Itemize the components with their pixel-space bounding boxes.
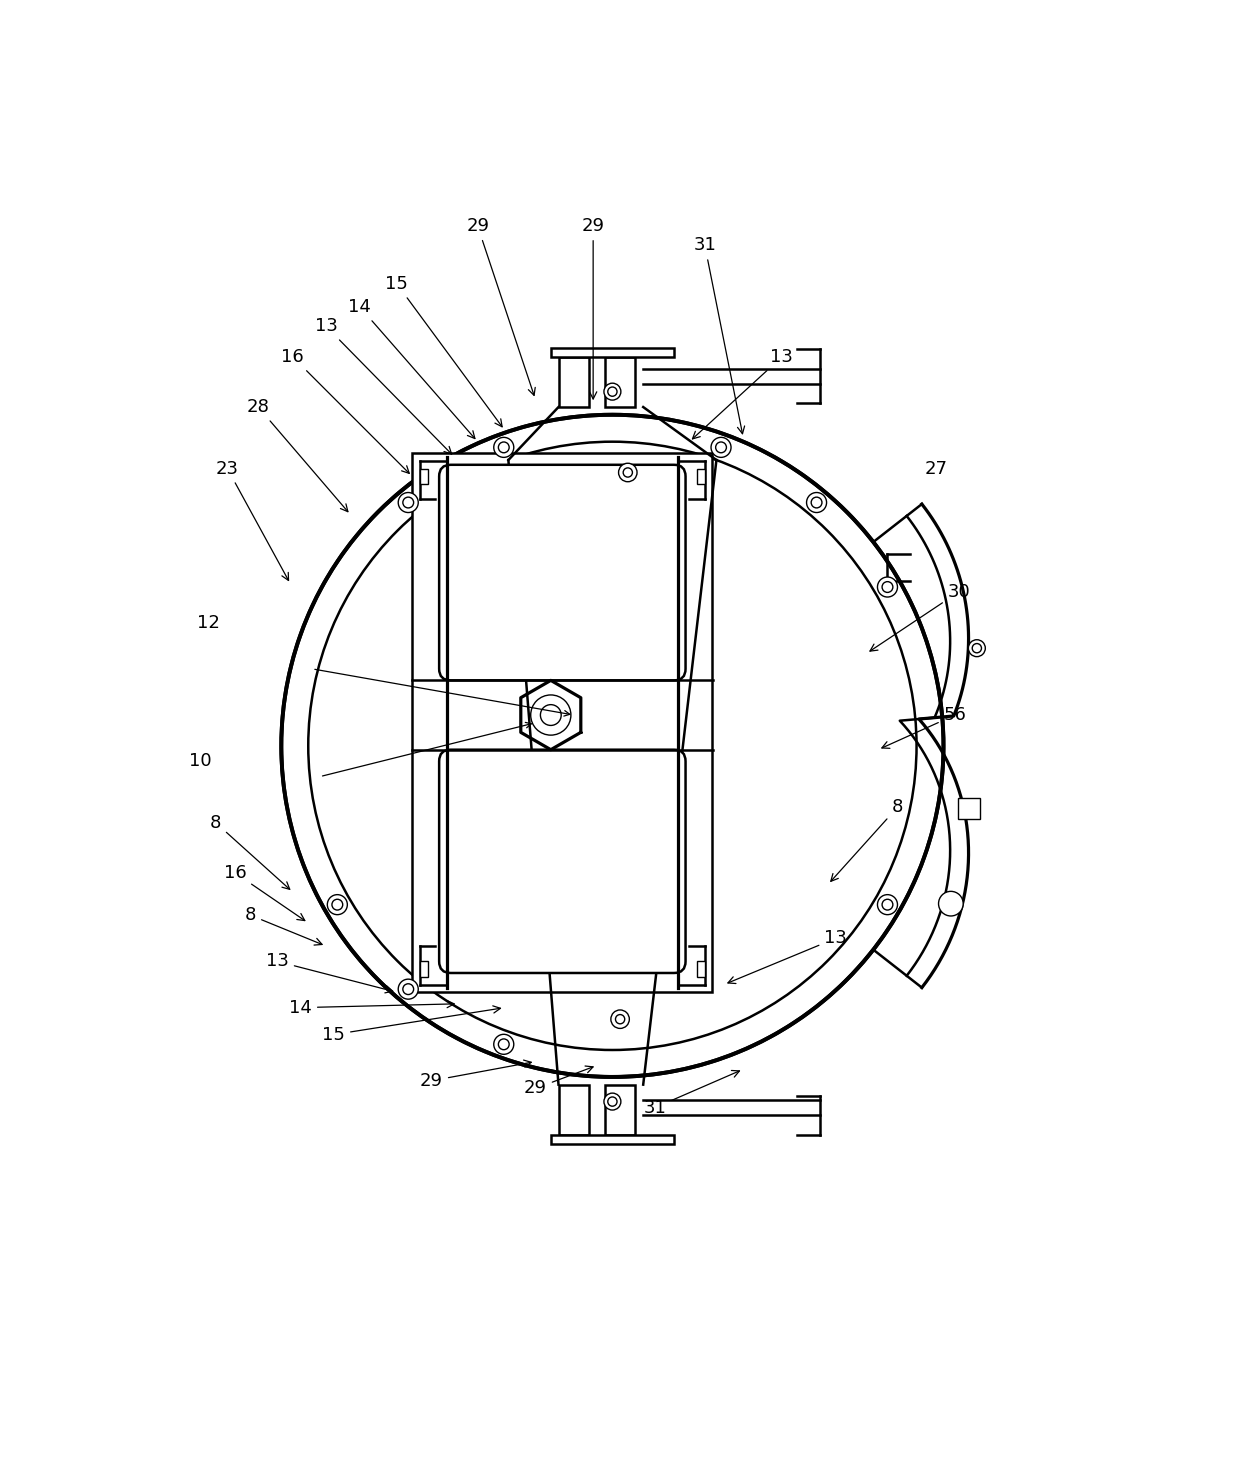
Circle shape xyxy=(604,1093,621,1111)
Circle shape xyxy=(332,899,342,910)
Circle shape xyxy=(498,1039,510,1050)
Circle shape xyxy=(281,415,944,1077)
Text: 14: 14 xyxy=(348,298,475,439)
Circle shape xyxy=(611,1009,630,1028)
Circle shape xyxy=(608,1097,618,1106)
Bar xyxy=(551,348,675,356)
Text: 12: 12 xyxy=(197,613,219,632)
Circle shape xyxy=(403,984,414,995)
Circle shape xyxy=(604,383,621,400)
Text: 10: 10 xyxy=(190,753,212,770)
FancyBboxPatch shape xyxy=(439,750,686,973)
FancyBboxPatch shape xyxy=(439,465,686,681)
Text: 13: 13 xyxy=(267,952,393,993)
Circle shape xyxy=(531,695,570,735)
Text: 28: 28 xyxy=(247,398,348,512)
Bar xyxy=(412,453,713,992)
Text: 23: 23 xyxy=(216,459,289,581)
Text: 30: 30 xyxy=(870,582,970,651)
Circle shape xyxy=(806,493,827,512)
Text: 27: 27 xyxy=(924,459,947,478)
Circle shape xyxy=(615,1015,625,1024)
Bar xyxy=(605,356,635,406)
Circle shape xyxy=(715,442,727,453)
Circle shape xyxy=(494,437,513,458)
Circle shape xyxy=(711,437,732,458)
Text: 14: 14 xyxy=(289,999,454,1017)
Bar xyxy=(558,356,589,406)
Circle shape xyxy=(811,497,822,508)
Text: 8: 8 xyxy=(210,814,290,889)
Text: 29: 29 xyxy=(582,217,605,399)
Text: 13: 13 xyxy=(315,317,451,455)
Circle shape xyxy=(624,468,632,477)
Text: 15: 15 xyxy=(322,1006,501,1043)
Circle shape xyxy=(608,387,618,396)
Circle shape xyxy=(968,640,986,657)
Bar xyxy=(420,961,428,977)
Circle shape xyxy=(541,704,562,726)
Circle shape xyxy=(398,978,418,999)
Text: 8: 8 xyxy=(831,798,903,882)
Bar xyxy=(558,1084,589,1134)
Circle shape xyxy=(619,464,637,481)
Text: 56: 56 xyxy=(882,706,966,748)
Text: 15: 15 xyxy=(386,274,502,427)
Circle shape xyxy=(494,1034,513,1055)
Text: 8: 8 xyxy=(244,907,322,945)
Text: 13: 13 xyxy=(728,929,847,983)
Text: 29: 29 xyxy=(466,217,536,396)
Circle shape xyxy=(882,899,893,910)
Text: 31: 31 xyxy=(644,1071,739,1116)
Circle shape xyxy=(972,644,982,653)
Circle shape xyxy=(398,493,418,512)
Bar xyxy=(697,468,704,484)
Bar xyxy=(697,961,704,977)
Circle shape xyxy=(939,892,963,915)
Text: 31: 31 xyxy=(693,236,744,434)
Circle shape xyxy=(403,497,414,508)
Bar xyxy=(605,1084,635,1134)
Text: 16: 16 xyxy=(281,348,409,474)
Text: 16: 16 xyxy=(223,864,305,921)
Circle shape xyxy=(498,442,510,453)
Text: 29: 29 xyxy=(523,1067,593,1097)
Bar xyxy=(551,1134,675,1144)
Circle shape xyxy=(882,581,893,593)
Circle shape xyxy=(878,577,898,597)
Circle shape xyxy=(309,442,916,1050)
Bar xyxy=(959,798,980,820)
Circle shape xyxy=(878,895,898,914)
Bar xyxy=(420,468,428,484)
Text: 13: 13 xyxy=(692,348,794,439)
Text: 29: 29 xyxy=(420,1061,531,1090)
Circle shape xyxy=(327,895,347,914)
